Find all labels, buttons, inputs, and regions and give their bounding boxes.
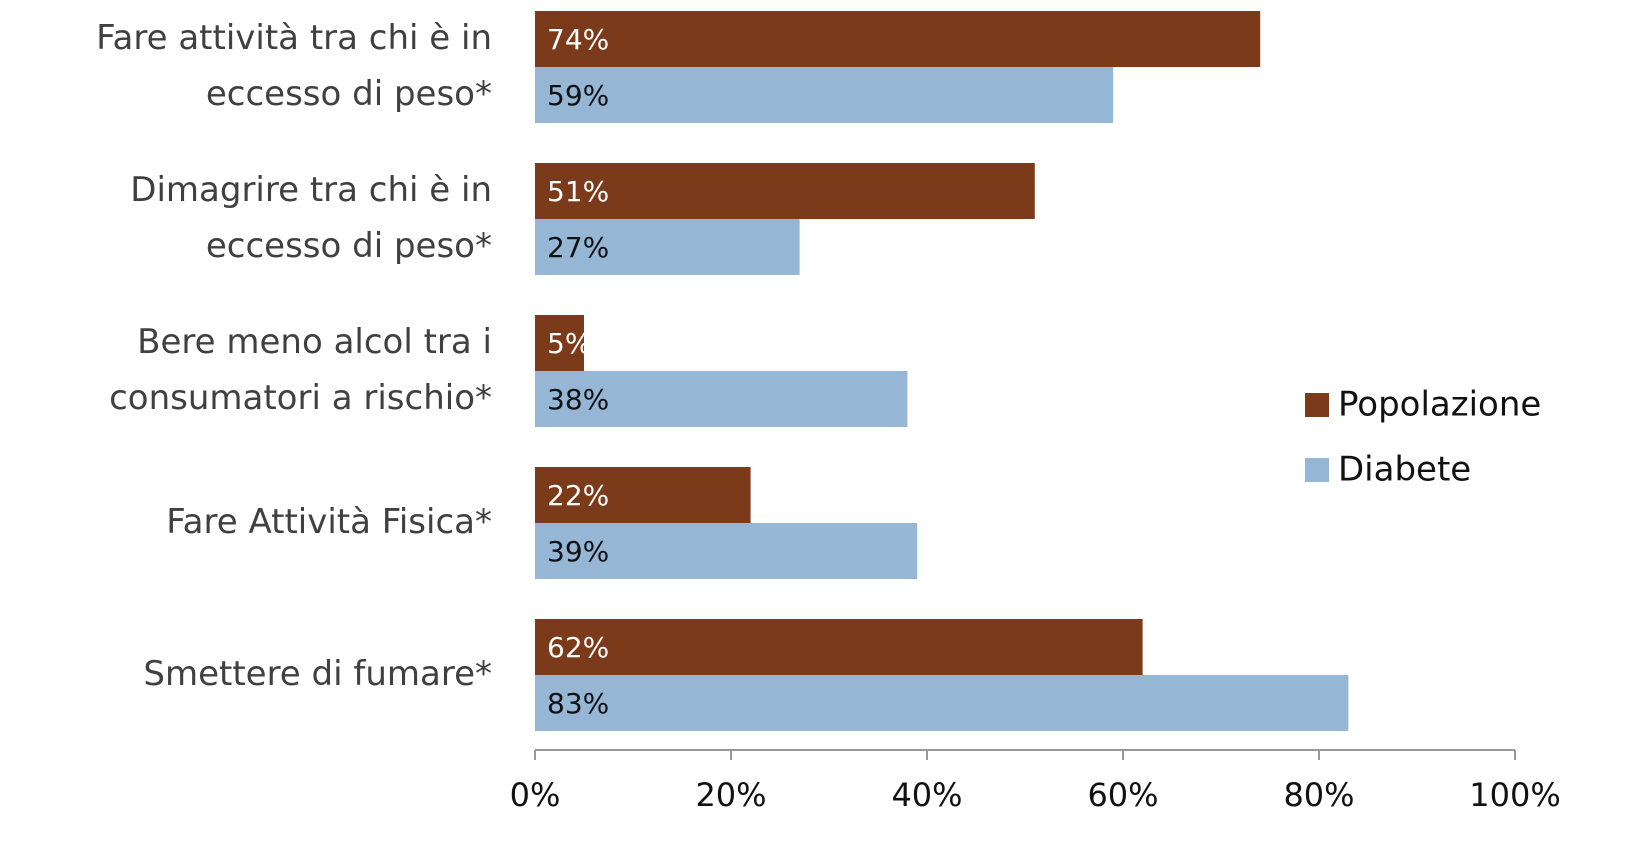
legend-label: Popolazione — [1338, 385, 1541, 425]
bar — [535, 675, 1349, 731]
x-tick-label: 80% — [1283, 776, 1354, 814]
x-tick-label: 100% — [1469, 776, 1560, 814]
data-label: 39% — [547, 535, 609, 568]
data-label: 62% — [547, 631, 609, 664]
data-label: 59% — [547, 79, 609, 112]
data-label: 51% — [547, 175, 609, 208]
x-tick-label: 20% — [695, 776, 766, 814]
data-label: 5% — [547, 327, 591, 360]
bar — [535, 219, 800, 275]
data-label: 74% — [547, 23, 609, 56]
bar — [535, 163, 1035, 219]
bar — [535, 371, 908, 427]
legend-swatch — [1305, 458, 1329, 482]
data-label: 83% — [547, 687, 609, 720]
data-label: 38% — [547, 383, 609, 416]
x-tick-label: 0% — [510, 776, 561, 814]
category-label: Dimagrire tra chi è in eccesso di peso* — [130, 170, 492, 266]
bar — [535, 315, 584, 371]
x-tick-label: 40% — [891, 776, 962, 814]
data-label: 22% — [547, 479, 609, 512]
bar — [535, 67, 1114, 123]
bar — [535, 467, 751, 523]
bar — [535, 619, 1143, 675]
legend-swatch — [1305, 393, 1329, 417]
bar — [535, 11, 1261, 67]
data-label: 27% — [547, 231, 609, 264]
legend-label: Diabete — [1338, 450, 1471, 490]
category-label: Bere meno alcol tra i consumatori a risch… — [109, 322, 492, 418]
category-label: Smettere di fumare* — [143, 654, 492, 694]
category-label: Fare Attività Fisica* — [166, 502, 492, 542]
bar — [535, 523, 918, 579]
category-label: Fare attività tra chi è in eccesso di pes… — [96, 18, 492, 114]
x-tick-label: 60% — [1087, 776, 1158, 814]
